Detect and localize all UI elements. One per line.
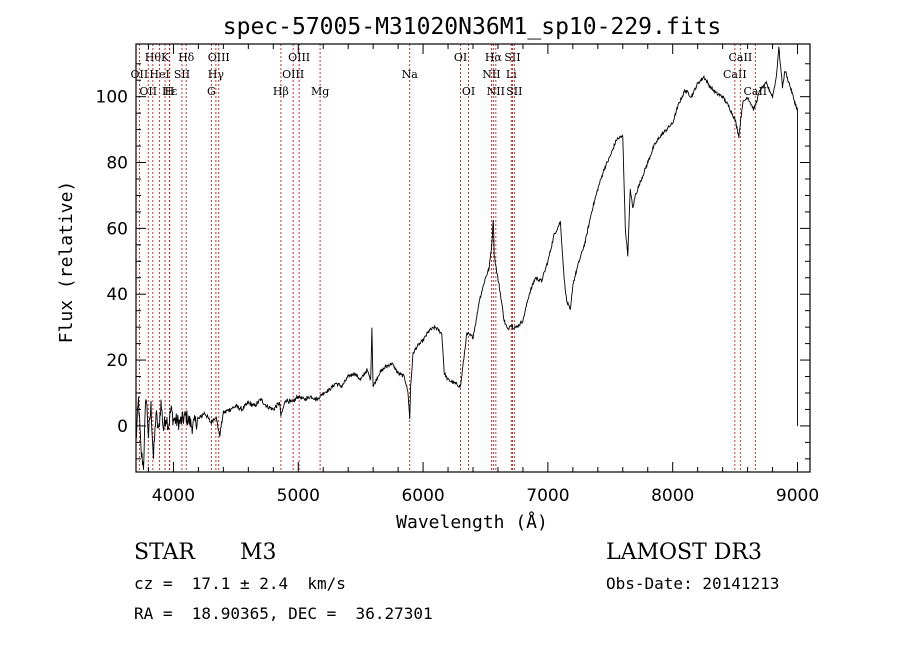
obs-date: Obs-Date: 20141213 (606, 574, 780, 593)
line-label-hγ: Hγ (208, 68, 225, 81)
line-label-hε: Hε (162, 85, 178, 98)
plot-frame (135, 43, 811, 473)
y-tick-label: 80 (106, 154, 128, 174)
spectrum-line (135, 46, 798, 470)
axis-ticks: 4000 5000 6000 7000 8000 9000 0 20 40 60 80 100 (96, 44, 819, 506)
spectrum-series (135, 46, 798, 470)
line-label-caii: CaII (723, 68, 747, 81)
line-label-sii: SII (504, 51, 520, 64)
line-label-oii: OII (131, 68, 149, 81)
y-axis-label: Flux (relative) (56, 181, 77, 344)
spectrum-chart: spec-57005-M31020N36M1_sp10-229.fits OII… (56, 14, 819, 533)
line-label-hα: Hα (485, 51, 503, 64)
survey-name: LAMOST DR3 (606, 540, 762, 565)
redshift-text: cz = 17.1 ± 2.4 km/s (134, 574, 346, 593)
line-label-hei: HeI (149, 68, 169, 81)
line-label-oiii: OIII (208, 51, 230, 64)
line-label-oii: OII (139, 85, 157, 98)
object-class: STAR (134, 540, 195, 565)
line-label-hβ: Hβ (273, 85, 289, 98)
line-label-mg: Mg (311, 85, 329, 98)
x-tick-label: 7000 (526, 486, 569, 506)
line-label-hδ: Hδ (178, 51, 195, 64)
line-label-nii: NII (482, 68, 500, 81)
line-label-oi: OI (454, 51, 467, 64)
line-label-oiii: OIII (282, 68, 304, 81)
y-tick-label: 0 (117, 417, 128, 437)
x-tick-label: 4000 (152, 486, 195, 506)
line-label-g: G (207, 85, 216, 98)
line-label-nii: NII (487, 85, 505, 98)
line-label-oi: OI (462, 85, 475, 98)
y-tick-label: 20 (106, 351, 128, 371)
x-tick-label: 8000 (651, 486, 694, 506)
line-label-sii: SII (506, 85, 522, 98)
line-label-li: Li (506, 68, 517, 81)
line-label-hθ: Hθ (145, 51, 162, 64)
coordinates: RA = 18.90365, DEC = 36.27301 (134, 604, 433, 623)
y-tick-label: 60 (106, 219, 128, 239)
object-subclass: M3 (240, 540, 277, 565)
x-axis-label: Wavelength (Å) (396, 511, 548, 533)
x-tick-label: 5000 (277, 486, 320, 506)
emission-line-markers: OII OII Hθ HeI K HεH SII Hδ G Hγ OIII Hβ OIII OIII Mg N… (131, 44, 767, 472)
line-label-caii: CaII (729, 51, 753, 64)
line-label-h: H (165, 85, 175, 98)
x-tick-label: 9000 (776, 486, 819, 506)
x-tick-label: 6000 (401, 486, 444, 506)
line-label-k: K (161, 51, 170, 64)
y-tick-label: 100 (96, 88, 128, 108)
line-label-sii: SII (174, 68, 190, 81)
line-label-oiii: OIII (288, 51, 310, 64)
y-tick-label: 40 (106, 285, 128, 305)
line-label-na: Na (402, 68, 419, 81)
chart-title: spec-57005-M31020N36M1_sp10-229.fits (223, 14, 722, 40)
